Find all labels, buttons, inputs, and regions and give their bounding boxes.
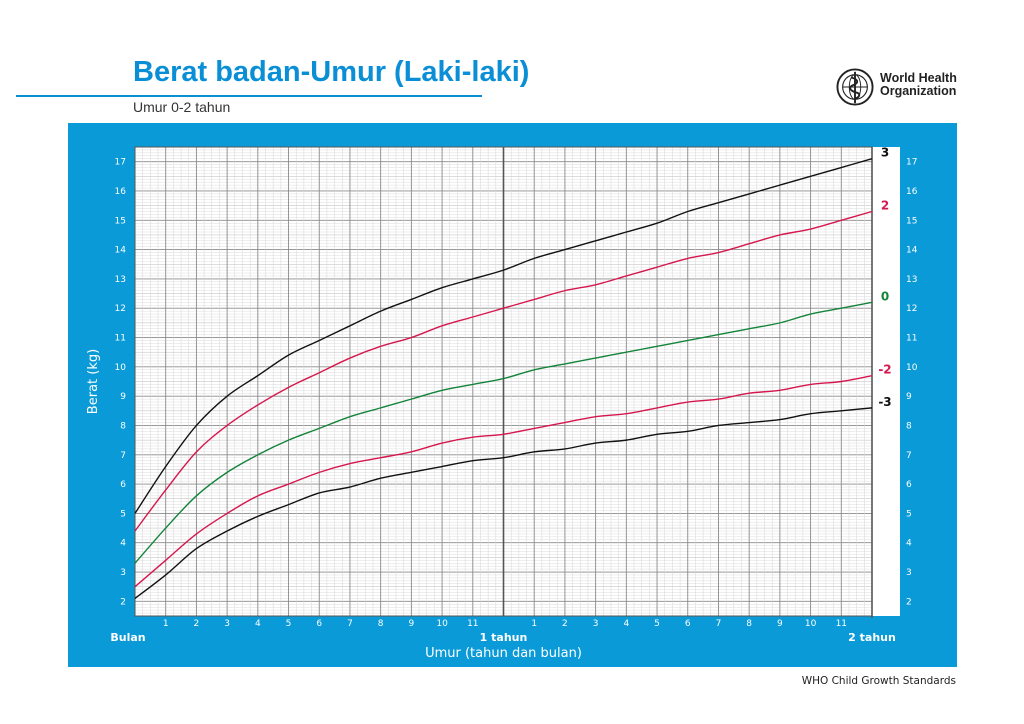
y-tick-label-left: 16 [115, 187, 127, 197]
y-tick-label-left: 12 [115, 304, 126, 314]
x-axis-label: Umur (tahun dan bulan) [425, 646, 582, 661]
page-title: Berat badan-Umur (Laki-laki) [133, 56, 530, 88]
y-tick-label-right: 2 [906, 597, 912, 607]
y-tick-label-right: 13 [906, 275, 917, 285]
series-line-z-3 [134, 407, 873, 599]
y-tick-label-left: 6 [120, 480, 126, 490]
y-tick-label-left: 7 [120, 451, 126, 461]
series-line-z3 [134, 158, 873, 514]
chart-panel: 2 2 3 3 4 4 5 5 6 6 7 7 8 8 9 9 10 10 11 11 12 12 13 13 14 14 15 15… [68, 123, 957, 667]
y-tick-label-right: 17 [906, 158, 917, 168]
y-tick-label-right: 11 [906, 334, 917, 344]
x-tick-label: 1 tahun [480, 631, 528, 644]
y-tick-label-left: 5 [120, 509, 126, 519]
y-tick-label-left: 8 [120, 421, 126, 431]
y-tick-label-right: 14 [906, 246, 918, 256]
y-tick-label-left: 3 [120, 568, 126, 578]
y-tick-label-left: 15 [115, 216, 126, 226]
series-label-z3: 3 [881, 146, 889, 160]
x-tick-label: 8 [746, 619, 752, 629]
y-tick-label-right: 15 [906, 216, 917, 226]
x-tick-label: 8 [378, 619, 384, 629]
y-tick-label-right: 6 [906, 480, 912, 490]
y-tick-label-left: 9 [120, 392, 126, 402]
series-line-z-2 [134, 374, 873, 588]
footer-credit: WHO Child Growth Standards [801, 675, 956, 687]
x-tick-label: 5 [286, 619, 292, 629]
x-tick-label: 4 [623, 619, 629, 629]
series-label-z-3: -3 [878, 395, 891, 409]
x-tick-label: Bulan [110, 631, 145, 644]
y-tick-label-right: 4 [906, 539, 912, 549]
y-tick-label-left: 11 [115, 334, 126, 344]
title-underline [16, 95, 482, 97]
x-tick-label: 11 [836, 619, 847, 629]
who-name-line-2: Organization [880, 84, 957, 98]
x-tick-label: 2 tahun [848, 631, 896, 644]
y-axis-label: Berat (kg) [86, 349, 101, 414]
y-tick-label-right: 5 [906, 509, 912, 519]
x-tick-label: 1 [531, 619, 537, 629]
y-tick-label-left: 13 [115, 275, 126, 285]
y-tick-label-right: 9 [906, 392, 912, 402]
y-tick-label-right: 8 [906, 421, 912, 431]
series-label-z2: 2 [881, 198, 889, 212]
series-line-z2 [134, 210, 873, 532]
x-tick-label: 3 [593, 619, 599, 629]
y-tick-label-right: 10 [906, 363, 918, 373]
x-tick-label: 2 [194, 619, 200, 629]
x-tick-label: 2 [562, 619, 568, 629]
x-tick-label: 4 [255, 619, 261, 629]
y-tick-label-left: 2 [120, 597, 126, 607]
y-tick-label-left: 4 [120, 539, 126, 549]
page-subtitle: Umur 0-2 tahun [133, 99, 231, 115]
y-tick-label-right: 3 [906, 568, 912, 578]
x-tick-label: 10 [436, 619, 448, 629]
x-tick-label: 3 [224, 619, 230, 629]
x-tick-label: 1 [163, 619, 169, 629]
series-label-z-2: -2 [878, 363, 891, 377]
y-tick-label-right: 16 [906, 187, 918, 197]
y-tick-label-left: 10 [115, 363, 127, 373]
who-logo: World Health Organization [836, 68, 966, 106]
y-tick-label-right: 12 [906, 304, 917, 314]
y-tick-label-left: 14 [115, 246, 127, 256]
x-tick-label: 11 [467, 619, 478, 629]
x-tick-label: 9 [409, 619, 415, 629]
x-tick-label: 6 [685, 619, 691, 629]
zscore-label-strip [872, 147, 900, 616]
series-label-z0: 0 [881, 289, 889, 303]
x-tick-label: 7 [347, 619, 353, 629]
y-tick-label-left: 17 [115, 158, 126, 168]
x-tick-label: 6 [316, 619, 322, 629]
series-line-z0 [134, 301, 873, 564]
x-tick-label: 7 [716, 619, 722, 629]
y-tick-label-right: 7 [906, 451, 912, 461]
x-tick-label: 9 [777, 619, 783, 629]
x-tick-label: 5 [654, 619, 660, 629]
who-name-line-1: World Health [880, 71, 957, 85]
x-tick-label: 10 [805, 619, 817, 629]
who-emblem-icon [836, 68, 874, 106]
